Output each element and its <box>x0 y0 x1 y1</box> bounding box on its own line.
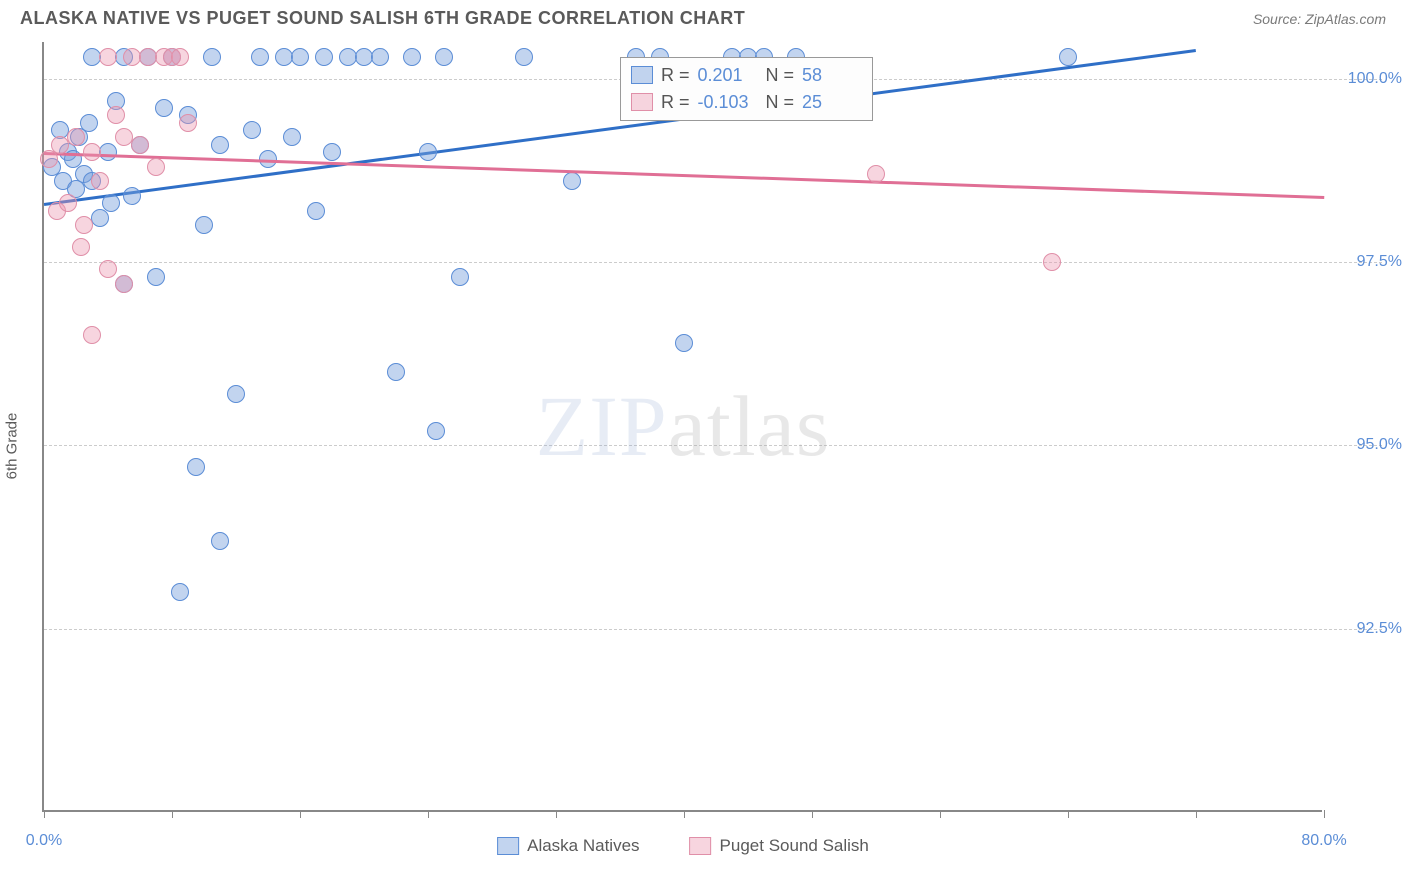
data-point-blue <box>147 268 165 286</box>
data-point-pink <box>99 48 117 66</box>
data-point-pink <box>867 165 885 183</box>
y-tick-label: 95.0% <box>1332 436 1402 454</box>
x-tick <box>1196 810 1197 818</box>
data-point-pink <box>115 275 133 293</box>
data-point-pink <box>91 172 109 190</box>
data-point-pink <box>67 128 85 146</box>
data-point-blue <box>387 363 405 381</box>
legend-label: Puget Sound Salish <box>720 836 869 856</box>
x-tick <box>172 810 173 818</box>
x-tick <box>556 810 557 818</box>
swatch-pink <box>631 93 653 111</box>
legend-label: Alaska Natives <box>527 836 639 856</box>
data-point-pink <box>72 238 90 256</box>
data-point-blue <box>80 114 98 132</box>
data-point-blue <box>227 385 245 403</box>
data-point-blue <box>315 48 333 66</box>
data-point-blue <box>1059 48 1077 66</box>
legend-item-salish: Puget Sound Salish <box>690 836 869 856</box>
data-point-blue <box>451 268 469 286</box>
data-point-blue <box>203 48 221 66</box>
gridline <box>44 445 1382 446</box>
gridline <box>44 262 1382 263</box>
x-tick <box>1068 810 1069 818</box>
stat-r-value: -0.103 <box>698 89 758 116</box>
x-tick <box>300 810 301 818</box>
data-point-pink <box>147 158 165 176</box>
data-point-pink <box>83 326 101 344</box>
stat-n-value: 25 <box>802 89 862 116</box>
data-point-blue <box>99 143 117 161</box>
stat-n-label: N = <box>766 62 795 89</box>
data-point-blue <box>171 583 189 601</box>
stat-r-label: R = <box>661 89 690 116</box>
legend-item-alaska: Alaska Natives <box>497 836 639 856</box>
data-point-blue <box>102 194 120 212</box>
data-point-blue <box>123 187 141 205</box>
y-tick-label: 92.5% <box>1332 620 1402 638</box>
data-point-blue <box>563 172 581 190</box>
data-point-blue <box>515 48 533 66</box>
data-point-blue <box>675 334 693 352</box>
stats-box: R = 0.201 N = 58 R = -0.103 N = 25 <box>620 57 873 121</box>
data-point-pink <box>40 150 58 168</box>
data-point-pink <box>99 260 117 278</box>
data-point-blue <box>155 99 173 117</box>
y-tick-label: 100.0% <box>1332 70 1402 88</box>
data-point-blue <box>323 143 341 161</box>
data-point-pink <box>75 216 93 234</box>
data-point-blue <box>243 121 261 139</box>
gridline <box>44 629 1382 630</box>
source-attribution: Source: ZipAtlas.com <box>1253 11 1386 27</box>
data-point-blue <box>307 202 325 220</box>
data-point-blue <box>427 422 445 440</box>
data-point-blue <box>291 48 309 66</box>
data-point-blue <box>211 532 229 550</box>
legend: Alaska Natives Puget Sound Salish <box>497 836 869 856</box>
stat-r-label: R = <box>661 62 690 89</box>
data-point-blue <box>403 48 421 66</box>
stats-row-blue: R = 0.201 N = 58 <box>631 62 862 89</box>
data-point-pink <box>171 48 189 66</box>
y-tick-label: 97.5% <box>1332 253 1402 271</box>
x-tick <box>812 810 813 818</box>
stat-n-label: N = <box>766 89 795 116</box>
data-point-pink <box>59 194 77 212</box>
data-point-pink <box>179 114 197 132</box>
data-point-blue <box>187 458 205 476</box>
swatch-blue <box>631 66 653 84</box>
data-point-blue <box>435 48 453 66</box>
data-point-pink <box>107 106 125 124</box>
x-tick <box>428 810 429 818</box>
x-tick <box>684 810 685 818</box>
trend-line-pink <box>44 152 1324 198</box>
x-tick-label: 0.0% <box>26 832 62 850</box>
stat-r-value: 0.201 <box>698 62 758 89</box>
data-point-blue <box>419 143 437 161</box>
stats-row-pink: R = -0.103 N = 25 <box>631 89 862 116</box>
x-tick <box>940 810 941 818</box>
data-point-pink <box>83 143 101 161</box>
data-point-blue <box>251 48 269 66</box>
x-tick <box>44 810 45 818</box>
data-point-blue <box>283 128 301 146</box>
data-point-pink <box>1043 253 1061 271</box>
stat-n-value: 58 <box>802 62 862 89</box>
data-point-blue <box>371 48 389 66</box>
y-axis-title: 6th Grade <box>4 413 21 480</box>
data-point-blue <box>195 216 213 234</box>
x-tick <box>1324 810 1325 818</box>
data-point-blue <box>211 136 229 154</box>
x-tick-label: 80.0% <box>1301 832 1346 850</box>
data-point-blue <box>91 209 109 227</box>
chart-title: ALASKA NATIVE VS PUGET SOUND SALISH 6TH … <box>20 8 745 29</box>
data-point-pink <box>131 136 149 154</box>
chart-plot-area: 92.5%95.0%97.5%100.0%0.0%80.0%R =0.201N … <box>42 42 1322 812</box>
